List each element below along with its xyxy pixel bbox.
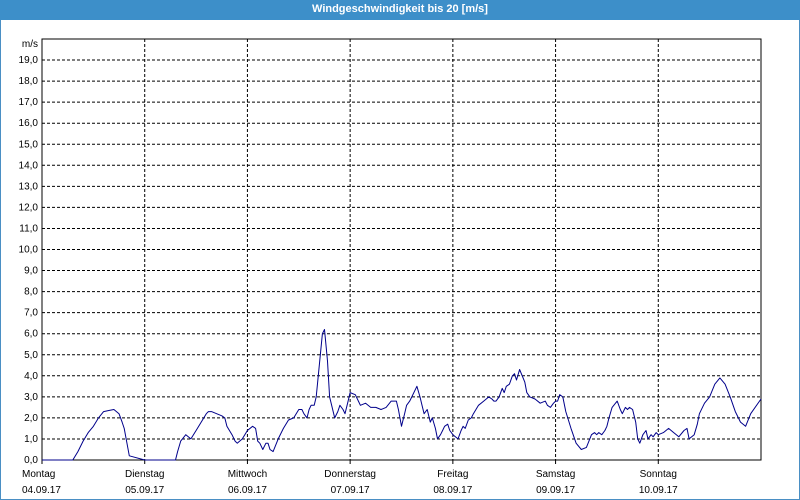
y-tick-label: 9,0 [24, 266, 38, 277]
y-tick-label: 14,0 [19, 160, 39, 171]
x-tick-label-date: 09.09.17 [536, 485, 575, 496]
y-tick-label: 8,0 [24, 287, 38, 298]
x-tick-label-date: 08.09.17 [433, 485, 472, 496]
y-tick-label: 17,0 [19, 97, 39, 108]
y-tick-label: 18,0 [19, 76, 39, 87]
x-tick-label-day: Samstag [536, 469, 575, 480]
y-tick-label: 15,0 [19, 139, 39, 150]
y-tick-label: 4,0 [24, 371, 38, 382]
x-tick-label-day: Sonntag [640, 469, 677, 480]
x-tick-label-day: Montag [22, 469, 55, 480]
y-tick-label: 0,0 [24, 455, 38, 466]
x-tick-label-date: 05.09.17 [125, 485, 164, 496]
y-tick-label: 2,0 [24, 413, 38, 424]
y-tick-label: 6,0 [24, 329, 38, 340]
x-tick-label-day: Freitag [437, 469, 468, 480]
x-tick-label-date: 07.09.17 [331, 485, 370, 496]
y-tick-label: 7,0 [24, 308, 38, 319]
y-tick-label: 12,0 [19, 202, 39, 213]
x-tick-label-day: Donnerstag [324, 469, 376, 480]
y-tick-label: 5,0 [24, 350, 38, 361]
y-tick-label: 10,0 [19, 245, 39, 256]
x-tick-label-date: 06.09.17 [228, 485, 267, 496]
x-tick-label-date: 10.09.17 [639, 485, 678, 496]
x-tick-label-date: 04.09.17 [22, 485, 61, 496]
y-axis-label: m/s [22, 39, 38, 50]
y-tick-label: 19,0 [19, 55, 39, 66]
y-tick-label: 1,0 [24, 434, 38, 445]
x-tick-label-day: Dienstag [125, 469, 164, 480]
y-tick-label: 3,0 [24, 392, 38, 403]
y-tick-label: 16,0 [19, 118, 39, 129]
y-tick-label: 13,0 [19, 181, 39, 192]
chart-title: Windgeschwindigkeit bis 20 [m/s] [0, 0, 800, 20]
y-tick-label: 11,0 [19, 223, 38, 234]
wind-speed-line [42, 329, 762, 461]
x-tick-label-day: Mittwoch [228, 469, 267, 480]
